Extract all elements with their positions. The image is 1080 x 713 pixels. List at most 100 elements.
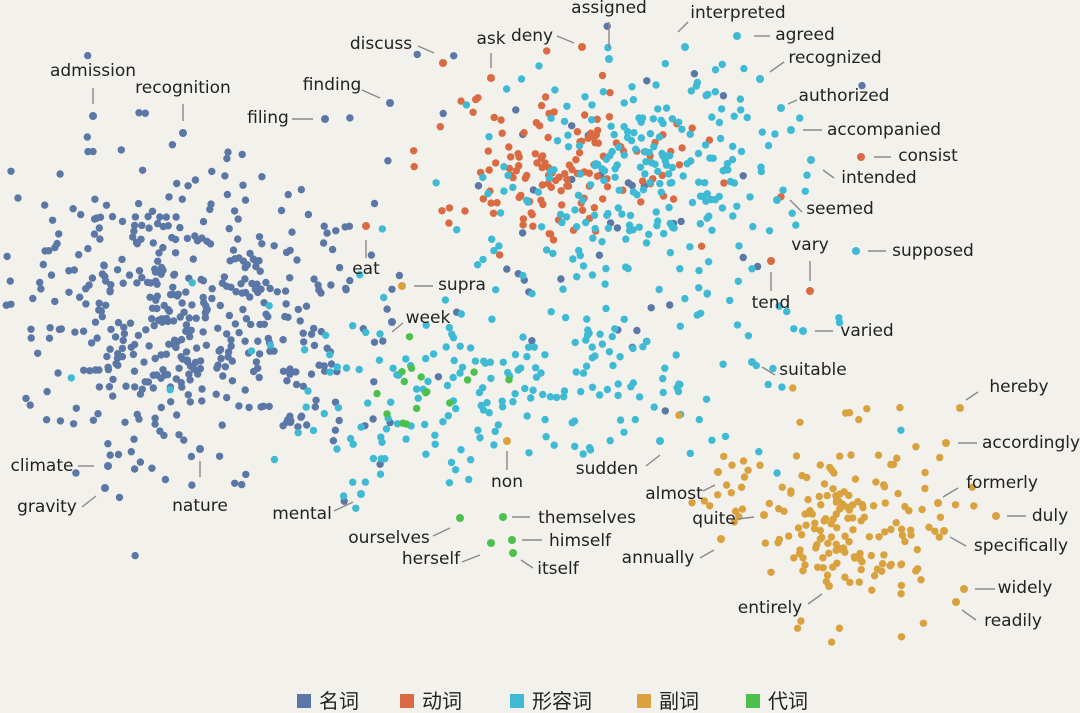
point-series-4: [423, 388, 431, 396]
point-series-4: [405, 333, 414, 341]
point-series-0: [341, 223, 349, 231]
point-series-0: [201, 314, 210, 322]
point-series-0: [131, 551, 139, 560]
annotation-label: interpreted: [690, 3, 785, 23]
point-series-2: [431, 431, 439, 439]
point-series-2: [326, 350, 334, 359]
point-series-3: [841, 548, 849, 556]
point-series-0: [168, 233, 176, 242]
point-series-2: [676, 322, 684, 330]
point-series-0: [286, 274, 294, 282]
point-series-0: [171, 249, 180, 257]
point-series-2: [558, 218, 566, 227]
point-series-0: [346, 114, 354, 122]
point-series-2: [309, 426, 318, 435]
point-series-2: [550, 441, 558, 449]
point-series-2: [749, 222, 757, 231]
point-series-0: [111, 333, 120, 341]
point-series-0: [307, 330, 316, 338]
point-series-0: [108, 212, 117, 221]
point-series-2: [704, 258, 713, 266]
point-series-1: [538, 163, 546, 172]
annotated-point: [806, 287, 814, 295]
point-series-3: [855, 578, 863, 586]
annotation-label: agreed: [775, 25, 835, 45]
point-series-2: [660, 229, 668, 238]
point-series-2: [636, 163, 645, 171]
point-series-0: [199, 328, 207, 336]
point-series-0: [255, 233, 264, 241]
point-series-2: [333, 363, 341, 371]
point-series-0: [151, 268, 160, 276]
point-series-2: [696, 220, 704, 228]
point-series-2: [584, 326, 592, 334]
point-series-0: [70, 266, 79, 274]
point-series-0: [383, 305, 391, 313]
point-series-3: [819, 564, 827, 572]
point-series-0: [311, 403, 319, 411]
point-series-0: [286, 412, 294, 420]
point-series-0: [39, 260, 47, 269]
point-series-2: [611, 325, 619, 333]
point-series-1: [519, 215, 528, 223]
point-series-2: [300, 346, 309, 354]
point-series-0: [248, 279, 256, 288]
point-series-1: [606, 88, 614, 97]
point-series-0: [168, 141, 177, 149]
annotated-point: [386, 99, 394, 107]
annotation-label: accordingly: [982, 433, 1080, 453]
point-series-2: [525, 449, 533, 457]
point-series-2: [628, 83, 636, 91]
point-series-2: [771, 130, 779, 138]
point-series-0: [310, 341, 319, 350]
point-series-2: [614, 204, 622, 212]
point-series-2: [509, 183, 517, 192]
point-series-2: [485, 409, 493, 417]
annotated-point: [807, 156, 815, 164]
point-series-2: [561, 313, 570, 322]
point-series-2: [635, 393, 644, 401]
point-series-0: [82, 300, 90, 308]
point-series-0: [156, 427, 164, 435]
point-series-2: [382, 425, 391, 433]
point-series-2: [641, 170, 649, 178]
point-series-2: [590, 211, 599, 219]
point-series-1: [581, 111, 589, 119]
point-series-3: [968, 483, 976, 491]
annotated-point: [89, 112, 97, 120]
point-series-2: [431, 440, 439, 448]
point-series-0: [122, 382, 130, 390]
point-series-3: [775, 505, 783, 513]
point-series-0: [145, 342, 153, 350]
annotation-label: duly: [1032, 506, 1068, 526]
point-series-0: [106, 451, 114, 459]
point-series-0: [118, 344, 127, 353]
point-series-0: [167, 398, 175, 406]
legend-swatch: [510, 694, 524, 708]
point-series-0: [219, 372, 227, 380]
point-series-1: [519, 221, 527, 229]
point-series-0: [439, 109, 447, 118]
point-series-3: [913, 545, 921, 554]
point-series-3: [744, 466, 752, 474]
point-series-2: [479, 173, 487, 182]
point-series-0: [225, 224, 233, 233]
annotated-point: [362, 222, 370, 230]
point-series-4: [398, 368, 406, 376]
point-series-0: [113, 266, 122, 274]
point-series-1: [558, 201, 566, 209]
point-series-0: [182, 288, 190, 296]
point-series-2: [294, 429, 302, 437]
point-series-0: [245, 403, 253, 412]
point-series-0: [72, 404, 81, 412]
point-series-2: [602, 264, 610, 273]
point-series-2: [542, 433, 550, 441]
point-series-3: [897, 560, 906, 568]
point-series-2: [412, 385, 421, 393]
point-series-2: [539, 390, 547, 399]
point-series-0: [86, 367, 94, 375]
point-series-2: [334, 404, 343, 412]
point-series-0: [370, 378, 378, 386]
point-series-2: [618, 210, 626, 218]
point-series-2: [546, 167, 555, 176]
